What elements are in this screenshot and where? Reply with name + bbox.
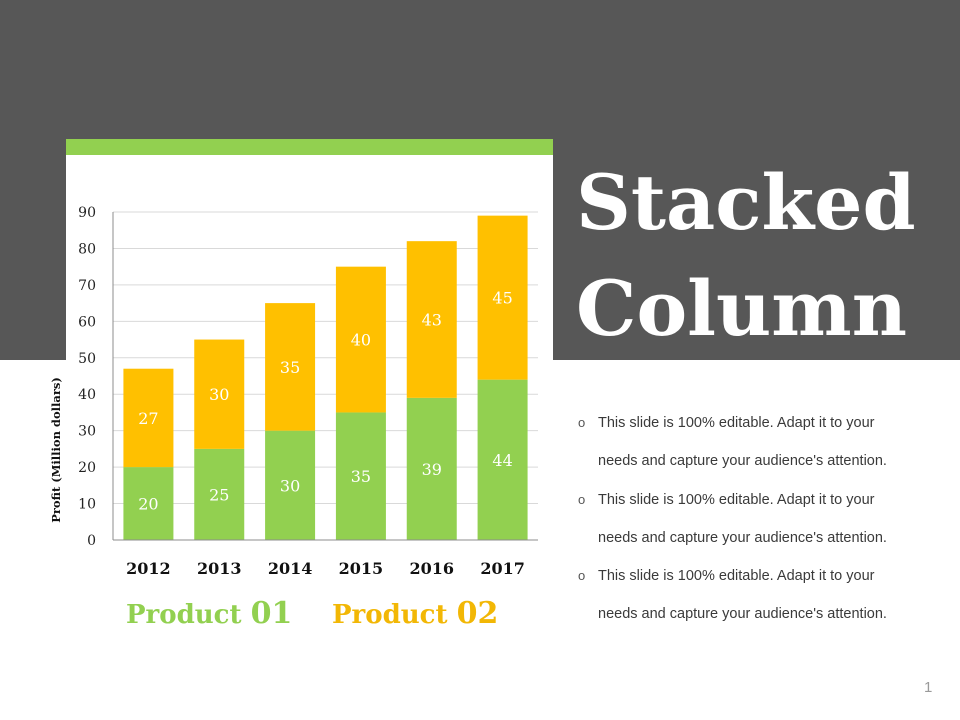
chart-gridlines [113, 211, 538, 505]
legend-product-02-name: Product [332, 600, 448, 630]
chart-bars [123, 215, 528, 540]
bullet-circle-icon: o [578, 491, 586, 507]
data-label: 45 [492, 289, 512, 308]
x-tick-label: 2015 [339, 559, 384, 578]
bar-segment-series-2 [194, 339, 245, 449]
bar-segment-series-2 [123, 368, 174, 468]
y-tick-label: 0 [87, 533, 96, 549]
data-label: 30 [280, 476, 300, 495]
bullet-list: o This slide is 100% editable. Adapt it … [578, 404, 948, 634]
x-tick-label: 2017 [480, 559, 525, 578]
legend-product-01-name: Product [126, 600, 242, 630]
data-label: 25 [209, 485, 229, 504]
x-tick-label: 2013 [197, 559, 242, 578]
bullet-text-line-2: needs and capture your audience's attent… [598, 606, 887, 623]
chart-labels: 0 10 20 30 40 50 60 70 80 90 20 27 2012 25 30 2013 30 35 2… [49, 205, 525, 578]
data-label: 40 [351, 331, 371, 350]
data-label: 43 [422, 311, 442, 330]
bullet-text-line-2: needs and capture your audience's attent… [598, 453, 887, 470]
chart-axes [112, 212, 538, 541]
bullet-item: o This slide is 100% editable. Adapt it … [578, 481, 948, 558]
y-tick-label: 30 [78, 424, 96, 440]
bullet-text-line-2: needs and capture your audience's attent… [598, 529, 887, 546]
data-label: 35 [280, 358, 300, 377]
page-number: 1 [924, 679, 933, 696]
bullet-circle-icon: o [578, 415, 586, 430]
bar-segment-series-1 [477, 379, 528, 540]
chart-card-accent-bar [66, 139, 553, 155]
slide-title-line-2: Column [576, 264, 907, 353]
x-tick-label: 2012 [126, 559, 171, 578]
y-tick-label: 70 [78, 278, 96, 294]
y-tick-label: 10 [78, 497, 96, 513]
data-label: 44 [492, 451, 512, 470]
bullet-item: o This slide is 100% editable. Adapt it … [578, 557, 948, 634]
slide-title: Stacked Column [576, 150, 916, 362]
y-tick-label: 50 [78, 351, 96, 367]
y-tick-label: 80 [78, 241, 96, 257]
bar-segment-series-1 [335, 412, 386, 540]
bar-segment-series-1 [406, 397, 457, 540]
x-tick-label: 2016 [409, 559, 454, 578]
legend-product-01: Product 01 [126, 596, 292, 631]
legend-product-01-number: 01 [250, 596, 293, 631]
bullet-text-line-1: This slide is 100% editable. Adapt it to… [598, 491, 875, 508]
legend-product-02: Product 02 [332, 596, 498, 631]
data-label: 20 [138, 495, 158, 514]
bar-segment-series-2 [406, 241, 457, 398]
data-label: 30 [209, 385, 229, 404]
bar-segment-series-1 [265, 430, 316, 540]
bar-segment-series-1 [123, 467, 174, 540]
bar-segment-series-1 [194, 448, 245, 540]
data-label: 35 [351, 467, 371, 486]
bullet-text-line-1: This slide is 100% editable. Adapt it to… [598, 568, 875, 585]
bar-segment-series-2 [265, 303, 316, 431]
x-tick-label: 2014 [268, 559, 313, 578]
bullet-text-line-1: This slide is 100% editable. Adapt it to… [598, 415, 875, 431]
bullet-circle-icon: o [578, 568, 586, 584]
y-axis-title: Profit (Million dollars) [49, 377, 63, 523]
bar-segment-series-2 [477, 215, 528, 380]
bar-segment-series-2 [335, 266, 386, 413]
slide-title-line-1: Stacked [576, 158, 916, 247]
y-tick-label: 90 [78, 205, 96, 221]
data-label: 27 [138, 409, 158, 428]
data-label: 39 [422, 460, 442, 479]
legend-product-02-number: 02 [456, 596, 499, 631]
y-tick-label: 60 [78, 314, 96, 330]
y-tick-label: 40 [78, 387, 96, 403]
bullet-item: o This slide is 100% editable. Adapt it … [578, 404, 948, 481]
y-tick-label: 20 [78, 460, 96, 476]
